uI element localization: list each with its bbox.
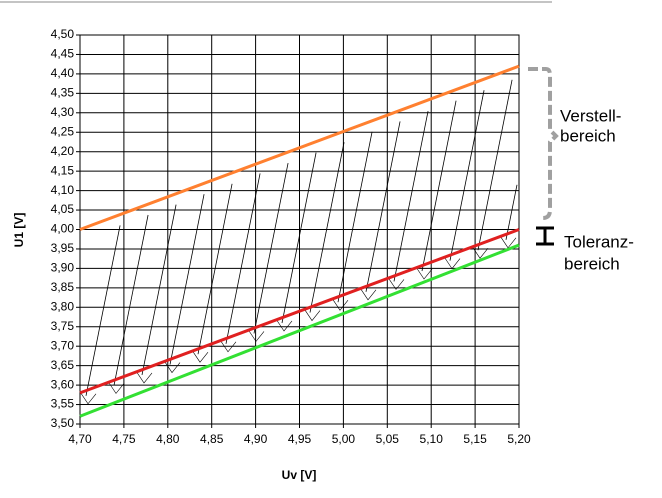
y-tick-label: 3,60	[51, 377, 75, 391]
hatch	[169, 194, 205, 365]
y-tick-label: 4,05	[51, 202, 75, 216]
y-tick-label: 4,50	[51, 27, 75, 41]
x-tick-label: 4,80	[156, 432, 180, 446]
hatch-zigzag	[443, 256, 461, 270]
y-tick-label: 3,85	[51, 280, 75, 294]
tolerance-marker	[536, 226, 554, 246]
hatch	[477, 79, 513, 251]
x-tick-label: 5,05	[376, 432, 400, 446]
y-tick-label: 4,35	[51, 86, 75, 100]
series-line	[79, 228, 520, 395]
series-line	[79, 243, 520, 418]
hatch-zigzag	[191, 350, 209, 363]
hatch-zigzag	[247, 329, 265, 342]
x-tick-label: 5,15	[463, 432, 487, 446]
hatch-zigzag	[359, 287, 377, 301]
plot-area: 3,50 3,55 3,60 3,65 3,70 3,75 3,80 3,85 3,90 3,95…	[51, 27, 531, 446]
hatch-zigzag	[107, 381, 125, 394]
hatch-zigzag	[471, 246, 489, 259]
hatch	[337, 131, 373, 303]
hatch	[281, 152, 317, 324]
hatch	[505, 184, 518, 240]
y-tick-label: 3,75	[51, 319, 75, 333]
y-tick-label: 3,55	[51, 397, 75, 411]
annotation: Verstell-	[560, 106, 621, 125]
hatch	[365, 121, 401, 292]
y-tick-label: 4,30	[51, 105, 75, 119]
hatch	[85, 225, 121, 396]
hatch	[113, 214, 149, 386]
annotation: bereich	[560, 126, 616, 145]
series-line	[79, 64, 520, 231]
hatch-zigzag	[331, 298, 349, 311]
annotation: Toleranz-	[564, 232, 634, 251]
y-tick-label: 4,10	[51, 183, 75, 197]
x-tick-label: 5,10	[420, 432, 444, 446]
x-axis-label: Uv [V]	[282, 468, 317, 482]
y-tick-label: 4,15	[51, 163, 75, 177]
y-tick-label: 3,90	[51, 261, 75, 275]
x-tick-label: 5,20	[507, 432, 531, 446]
hatch	[141, 204, 177, 376]
hatch	[309, 142, 345, 313]
hatch	[421, 100, 457, 272]
y-axis-label: U1 [V]	[12, 213, 26, 248]
annotation: bereich	[564, 254, 620, 273]
hatch-zigzag	[303, 308, 321, 322]
hatch-zigzag	[79, 391, 97, 405]
y-tick-label: 3,70	[51, 338, 75, 352]
hatch-zigzag	[135, 370, 153, 384]
hatch	[225, 173, 261, 344]
x-tick-label: 4,95	[288, 432, 312, 446]
y-tick-label: 3,80	[51, 299, 75, 313]
hatch	[197, 183, 233, 355]
x-tick-label: 4,75	[112, 432, 136, 446]
y-tick-label: 4,20	[51, 144, 75, 158]
hatch	[449, 90, 485, 261]
y-tick-label: 4,25	[51, 124, 75, 138]
y-tick-label: 4,45	[51, 47, 75, 61]
hatch-zigzag	[219, 339, 237, 353]
x-tick-label: 4,90	[244, 432, 268, 446]
y-tick-label: 3,65	[51, 358, 75, 372]
y-tick-label: 3,50	[51, 416, 75, 430]
hatch-zigzag	[275, 318, 293, 332]
y-tick-label: 4,40	[51, 66, 75, 80]
x-tick-label: 5,00	[332, 432, 356, 446]
adjust-brace	[528, 67, 559, 220]
hatch-zigzag	[163, 360, 181, 374]
hatch	[253, 162, 289, 334]
hatch-zigzag	[387, 277, 405, 290]
x-tick-label: 4,70	[68, 432, 92, 446]
hatch	[393, 110, 429, 282]
x-tick-label: 4,85	[200, 432, 224, 446]
y-tick-label: 4,00	[51, 222, 75, 236]
y-tick-label: 3,95	[51, 241, 75, 255]
hatch-zigzag	[415, 266, 433, 280]
